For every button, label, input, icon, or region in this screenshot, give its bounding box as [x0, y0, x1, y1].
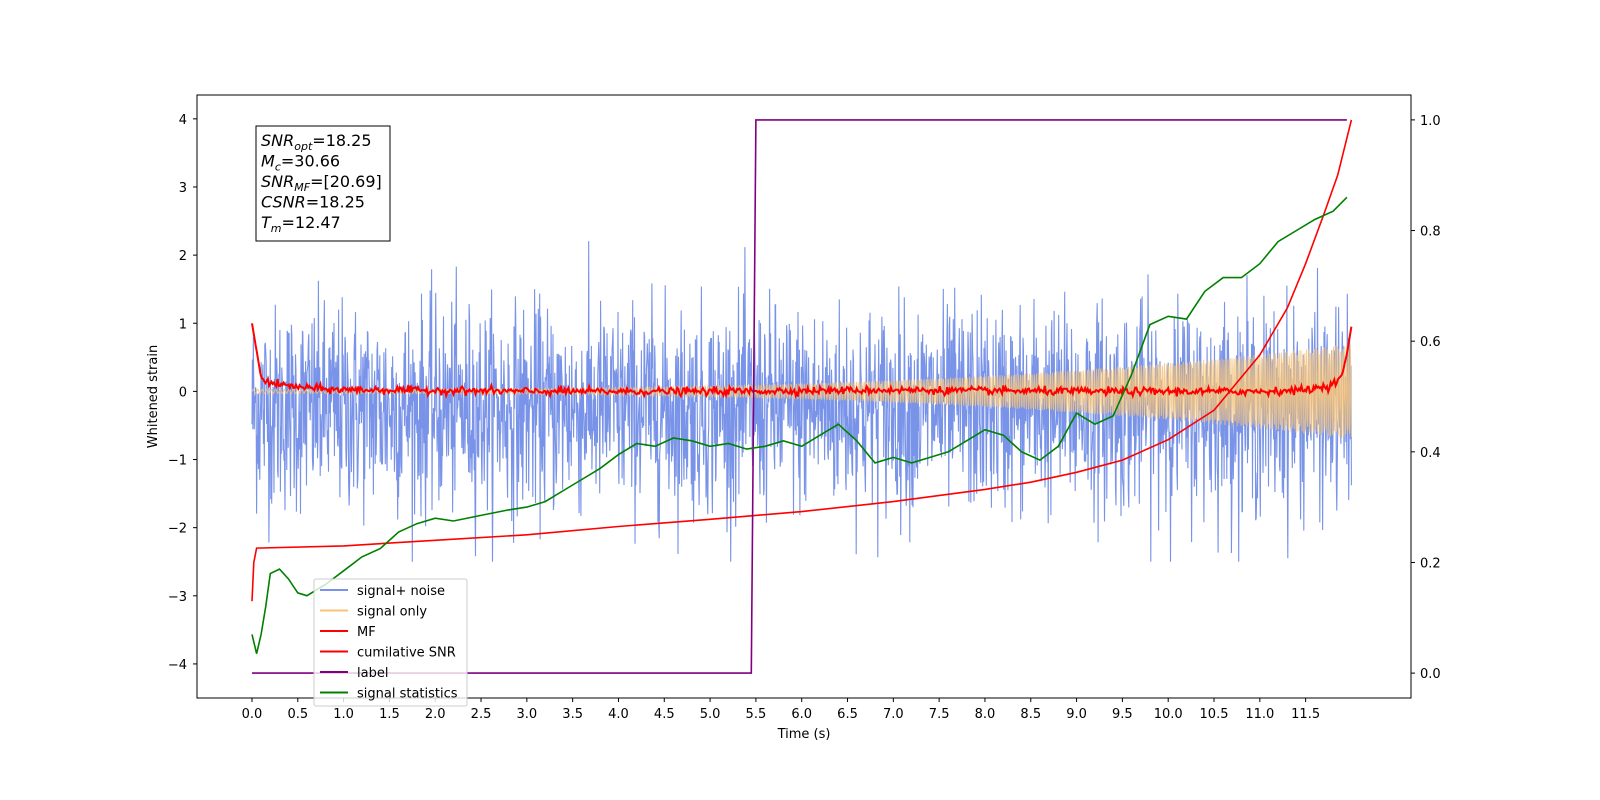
legend-entry-label: signal only	[357, 605, 427, 620]
y-axis-label: Whitened strain	[146, 345, 161, 448]
y-tick-label: 4	[179, 113, 187, 128]
x-tick-label: 10.5	[1200, 707, 1229, 722]
legend-entry-label: signal statistics	[357, 687, 458, 702]
x-tick-label: 9.5	[1112, 707, 1133, 722]
annotation-line: SNRMF=[20.69]	[261, 172, 382, 194]
legend-entry-label: cumilative SNR	[357, 646, 456, 661]
y2-tick-label: 0.2	[1420, 556, 1441, 571]
x-axis-label: Time (s)	[777, 727, 831, 742]
x-tick-label: 7.5	[929, 707, 950, 722]
annotation-line: CSNR=18.25	[261, 193, 365, 212]
y-tick-label: 0	[179, 385, 187, 400]
annotation-line: Mc=30.66	[261, 152, 340, 174]
y-tick-label: 2	[179, 249, 187, 264]
plot-frame	[196, 94, 1412, 699]
x-tick-label: 6.5	[837, 707, 858, 722]
series-mf-line	[251, 323, 1353, 400]
legend-box	[313, 578, 468, 707]
x-tick-label: 7.0	[883, 707, 904, 722]
y-tick-label: −1	[168, 454, 187, 469]
series-cumilative-snr-line	[251, 119, 1353, 602]
y-tick-label: 3	[179, 181, 187, 196]
y2-tick-label: 0.8	[1420, 225, 1441, 240]
legend-entry-label: MF	[357, 625, 376, 640]
x-tick-label: 8.5	[1020, 707, 1041, 722]
x-tick-label: 1.0	[333, 707, 354, 722]
x-tick-label: 4.0	[608, 707, 629, 722]
x-tick-label: 6.0	[791, 707, 812, 722]
annotation-line: SNRopt=18.25	[261, 131, 372, 153]
x-tick-label: 8.0	[975, 707, 996, 722]
series-label-line	[252, 119, 1347, 674]
x-tick-label: 10.0	[1154, 707, 1183, 722]
y-tick-label: −4	[168, 658, 187, 673]
y2-tick-label: 0.0	[1420, 667, 1441, 682]
x-tick-label: 3.0	[516, 707, 537, 722]
legend-entry-label: label	[357, 666, 388, 681]
x-tick-label: 2.0	[425, 707, 446, 722]
y-tick-label: −2	[168, 522, 187, 537]
x-tick-label: 2.5	[471, 707, 492, 722]
legend-entry-label: signal+ noise	[357, 584, 445, 599]
x-tick-label: 5.0	[700, 707, 721, 722]
series-signal-noise-line	[251, 241, 1352, 562]
series-signal-statistics-line	[251, 196, 1348, 654]
y2-tick-label: 1.0	[1420, 114, 1441, 129]
annotation-box	[255, 125, 391, 242]
x-tick-label: 11.5	[1291, 707, 1320, 722]
x-tick-label: 3.5	[562, 707, 583, 722]
y-tick-label: 1	[179, 317, 187, 332]
x-tick-label: 11.0	[1245, 707, 1274, 722]
y2-tick-label: 0.4	[1420, 446, 1441, 461]
x-tick-label: 0.0	[242, 707, 263, 722]
x-tick-label: 5.5	[746, 707, 767, 722]
x-tick-label: 1.5	[379, 707, 400, 722]
x-tick-label: 0.5	[287, 707, 308, 722]
x-tick-label: 9.0	[1066, 707, 1087, 722]
y-tick-label: −3	[168, 590, 187, 605]
y2-tick-label: 0.6	[1420, 335, 1441, 350]
annotation-line: Tm=12.47	[261, 213, 341, 235]
x-tick-label: 4.5	[654, 707, 675, 722]
